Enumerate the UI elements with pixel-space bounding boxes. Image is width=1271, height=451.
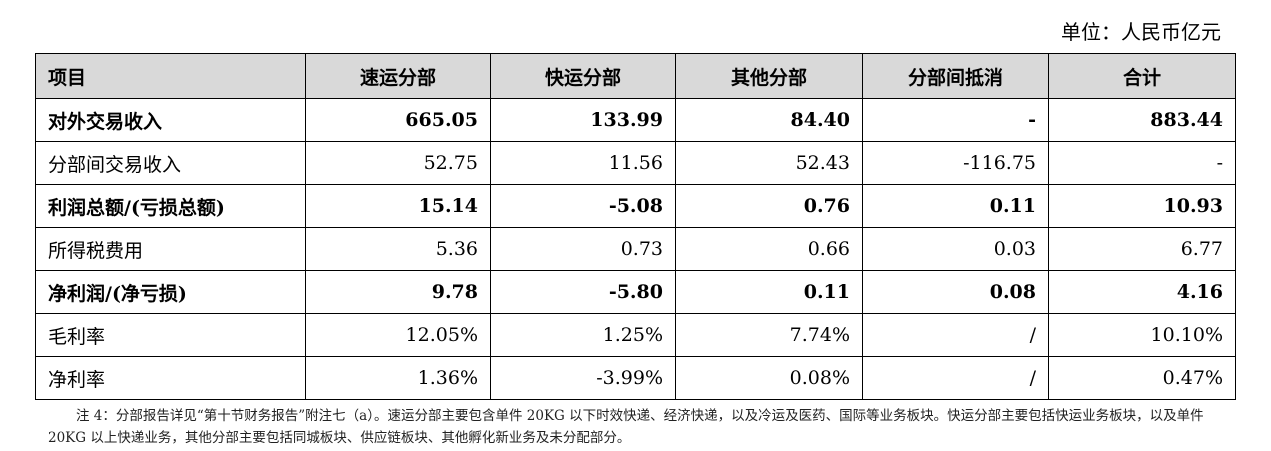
cell: 6.77	[1048, 227, 1236, 271]
cell: 0.11	[862, 184, 1049, 228]
table-row: 所得税费用 5.36 0.73 0.66 0.03 6.77	[35, 227, 1236, 271]
cell: 11.56	[490, 141, 676, 185]
header-cell: 项目	[35, 53, 306, 99]
header-cell: 其他分部	[675, 53, 863, 99]
cell: 0.03	[862, 227, 1049, 271]
row-label: 净利润/(净亏损)	[35, 270, 306, 314]
row-label: 对外交易收入	[35, 98, 306, 142]
cell: 52.43	[675, 141, 863, 185]
header-row: 项目 速运分部 快运分部 其他分部 分部间抵消 合计	[35, 53, 1236, 99]
cell: 5.36	[305, 227, 491, 271]
table-row: 净利润/(净亏损) 9.78 -5.80 0.11 0.08 4.16	[35, 270, 1236, 314]
cell: 7.74%	[675, 313, 863, 357]
table-row: 净利率 1.36% -3.99% 0.08%/0.47%	[35, 356, 1236, 400]
cell: /	[862, 356, 1049, 400]
footnote: 注 4：分部报告详见“第十节财务报告”附注七（a）。速运分部主要包含单件 20K…	[48, 408, 1204, 446]
row-label: 毛利率	[35, 313, 306, 357]
cell: 0.08%	[675, 356, 863, 400]
cell: -	[862, 98, 1049, 142]
header-cell: 合计	[1048, 53, 1236, 99]
cell: 0.11	[675, 270, 863, 314]
row-label: 利润总额/(亏损总额)	[35, 184, 306, 228]
cell: 0.73	[490, 227, 676, 271]
header-cell: 速运分部	[305, 53, 491, 99]
header-cell: 分部间抵消	[862, 53, 1049, 99]
cell: -3.99%	[490, 356, 676, 400]
cell: 9.78	[305, 270, 491, 314]
unit-label: 单位：人民币亿元	[1061, 20, 1221, 44]
table-row: 毛利率 12.05% 1.25% 7.74%/10.10%	[35, 313, 1236, 357]
cell: 84.40	[675, 98, 863, 142]
cell: 0.76	[675, 184, 863, 228]
row-label: 净利率	[35, 356, 306, 400]
cell: 10.10%	[1048, 313, 1236, 357]
cell: -5.08	[490, 184, 676, 228]
cell: 4.16	[1048, 270, 1236, 314]
cell: 883.44	[1048, 98, 1236, 142]
table-row: 利润总额/(亏损总额) 15.14 -5.08 0.76 0.11 10.93	[35, 184, 1236, 228]
cell: 12.05%	[305, 313, 491, 357]
cell: -5.80	[490, 270, 676, 314]
cell: 0.47%	[1048, 356, 1236, 400]
cell: 10.93	[1048, 184, 1236, 228]
cell: 0.66	[675, 227, 863, 271]
table-body: 对外交易收入 665.05 133.99 84.40-883.44 分部间交易收入 52.…	[35, 98, 1236, 400]
row-label: 所得税费用	[35, 227, 306, 271]
cell: 0.08	[862, 270, 1049, 314]
cell: 1.25%	[490, 313, 676, 357]
header-cell: 快运分部	[490, 53, 676, 99]
cell: 1.36%	[305, 356, 491, 400]
table-row: 对外交易收入 665.05 133.99 84.40-883.44	[35, 98, 1236, 142]
cell: 52.75	[305, 141, 491, 185]
cell: -	[1048, 141, 1236, 185]
cell: 15.14	[305, 184, 491, 228]
cell: 665.05	[305, 98, 491, 142]
segment-table: 项目 速运分部 快运分部 其他分部 分部间抵消 合计 对外交易收入 665.05 133.99…	[35, 53, 1236, 400]
table-row: 分部间交易收入 52.75 11.56 52.43 -116.75-	[35, 141, 1236, 185]
cell: -116.75	[862, 141, 1049, 185]
cell: /	[862, 313, 1049, 357]
row-label: 分部间交易收入	[35, 141, 306, 185]
cell: 133.99	[490, 98, 676, 142]
